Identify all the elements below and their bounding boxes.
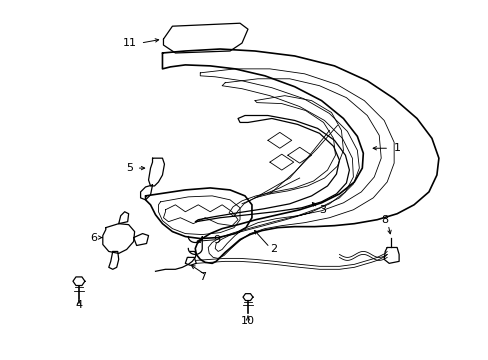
Text: 4: 4 bbox=[75, 300, 82, 310]
Text: 3: 3 bbox=[319, 205, 326, 215]
Text: 11: 11 bbox=[122, 38, 136, 48]
Text: 6: 6 bbox=[90, 233, 97, 243]
Text: 1: 1 bbox=[393, 143, 400, 153]
Text: 5: 5 bbox=[126, 163, 133, 173]
Text: 9: 9 bbox=[213, 234, 220, 244]
Text: 2: 2 bbox=[269, 244, 276, 255]
Text: 10: 10 bbox=[241, 316, 254, 326]
Text: 7: 7 bbox=[199, 272, 206, 282]
Text: 8: 8 bbox=[381, 215, 388, 225]
